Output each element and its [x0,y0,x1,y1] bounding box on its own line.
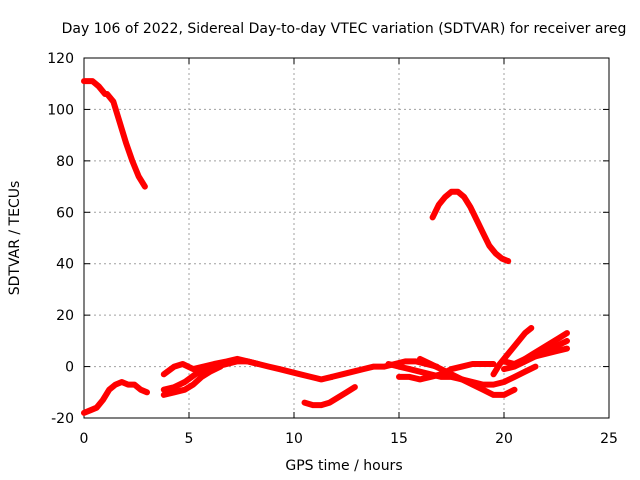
y-tick-label: -20 [51,411,74,427]
x-axis-label: GPS time / hours [285,458,402,474]
y-tick-label: 100 [47,102,74,118]
y-tick-label: 40 [56,257,74,273]
series-line-arc-7 [328,358,440,380]
series-line-arc-10 [417,355,518,398]
series-line-arc-6 [301,384,358,409]
tick-layer: 0 5 10 15 20 25 -20 0 20 40 60 80 100 120 [47,51,618,447]
x-tick-label: 15 [390,431,408,447]
x-tick-label: 10 [285,431,303,447]
grid-layer [84,58,609,418]
series-line-arc-5 [160,363,224,398]
y-tick-label: 80 [56,154,74,170]
series-line-arc-1 [81,78,148,190]
y-axis-label: SDTVAR / TECUs [7,181,23,296]
series-layer [81,78,570,416]
x-tick-label: 25 [600,431,618,447]
series-line-arc-15 [522,330,570,362]
series-line-arc-12 [490,325,535,378]
x-tick-label: 0 [80,431,89,447]
x-tick-label: 20 [495,431,513,447]
y-tick-label: 20 [56,308,74,324]
series-line-arc-2 [81,379,150,416]
x-tick-label: 5 [185,431,194,447]
plot-frame [83,57,610,419]
chart-title: Day 106 of 2022, Sidereal Day-to-day VTE… [62,21,627,37]
y-tick-label: 0 [65,360,74,376]
series-line-arc-14 [501,345,570,367]
y-tick-label: 60 [56,205,74,221]
series-line-arc-4 [160,358,262,393]
y-tick-label: 120 [47,51,74,67]
series-line-arc-11 [429,188,512,265]
